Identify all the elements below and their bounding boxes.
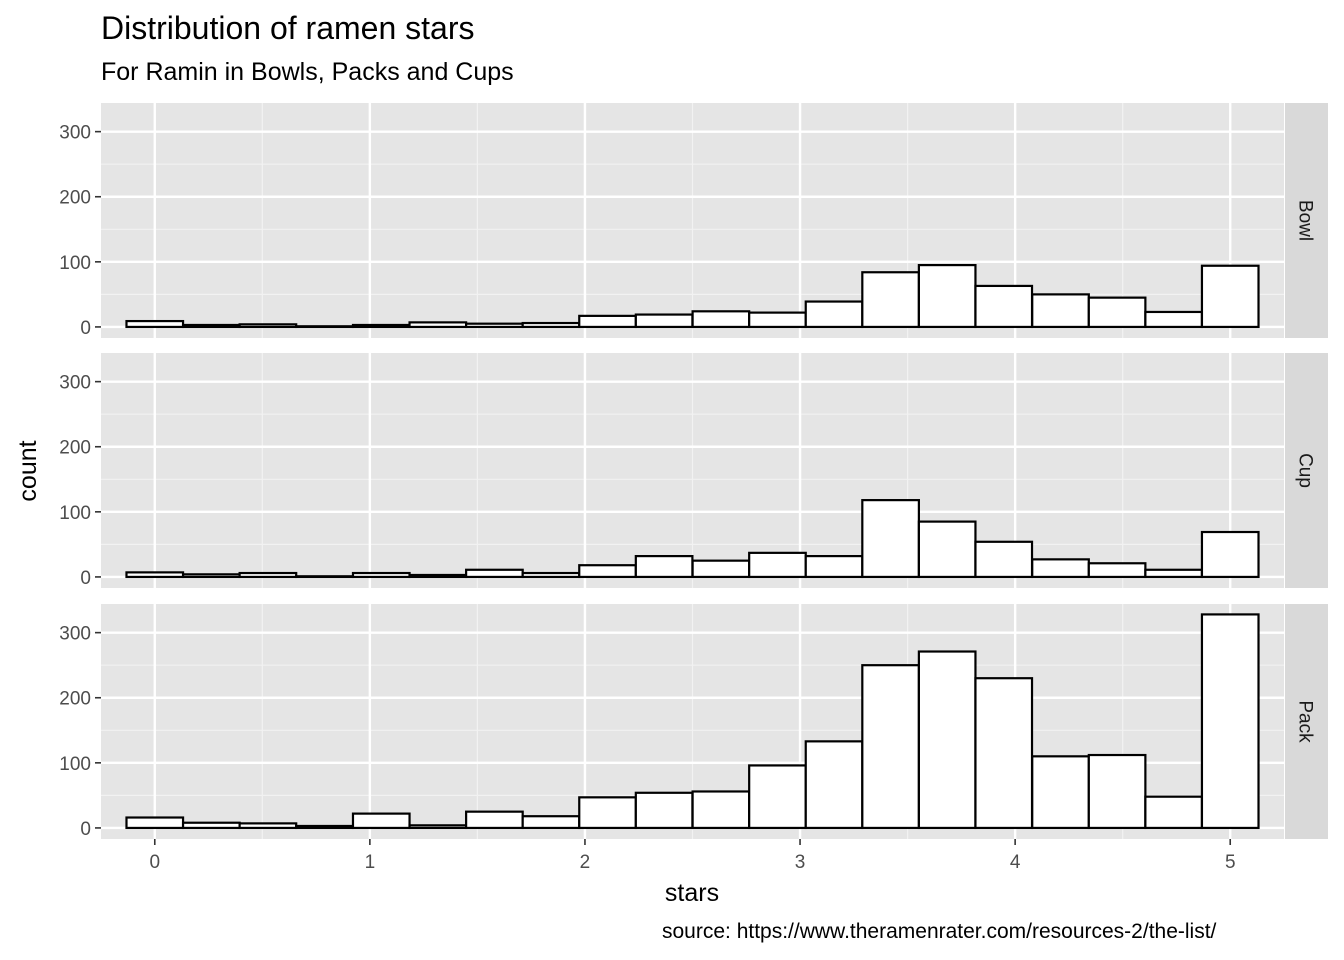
histogram-bar [861, 499, 920, 579]
facet-strip [1285, 353, 1328, 588]
y-axis-label: count [14, 440, 42, 501]
histogram-bar [295, 575, 354, 579]
histogram-bar [804, 300, 864, 329]
histogram-bar [634, 313, 694, 329]
histogram-bar [748, 311, 807, 329]
x-tick-label: 1 [365, 852, 376, 873]
histogram-bar [1031, 558, 1090, 579]
chart-subtitle: For Ramin in Bowls, Packs and Cups [101, 58, 514, 86]
histogram-bar [125, 319, 185, 329]
histogram-bar [974, 540, 1034, 579]
y-tick-label: 0 [80, 819, 91, 840]
histogram-bar [465, 322, 524, 329]
histogram-bar [1144, 310, 1204, 329]
histogram-bar [974, 677, 1034, 830]
facet-strip [1285, 103, 1328, 338]
histogram-bar [804, 555, 864, 579]
histogram-bar [861, 664, 920, 830]
histogram-bar [238, 571, 298, 579]
histogram-bar [691, 790, 751, 830]
histogram-bar [181, 821, 241, 830]
histogram-bar [1031, 755, 1090, 830]
histogram-bar [691, 559, 751, 579]
histogram-bar [238, 822, 298, 830]
histogram-bar [181, 323, 241, 329]
x-tick-label: 2 [580, 852, 591, 873]
histogram-bar [521, 571, 581, 579]
histogram-bar [804, 740, 864, 830]
x-axis-label: stars [665, 879, 719, 907]
histogram-bar [1031, 293, 1090, 329]
histogram-bar [1087, 753, 1147, 830]
histogram-bar [748, 551, 807, 579]
y-tick-label: 100 [59, 754, 91, 775]
histogram-bar [465, 568, 524, 579]
x-tick-label: 5 [1225, 852, 1236, 873]
facet-panel-bowl: 0 100 200 300 Bowl [59, 103, 1328, 339]
histogram-bar [351, 571, 411, 579]
facet-strip-label: Cup [1295, 453, 1316, 488]
histogram-bar [125, 571, 185, 579]
y-tick-label: 300 [59, 123, 91, 144]
y-tick-label: 300 [59, 624, 91, 645]
histogram-bar [521, 321, 581, 329]
histogram-bar [1087, 562, 1147, 579]
y-tick-label: 200 [59, 689, 91, 710]
y-tick-label: 300 [59, 373, 91, 394]
histogram-bar [181, 573, 241, 579]
y-tick-label: 200 [59, 188, 91, 209]
x-tick-label: 0 [149, 852, 160, 873]
histogram-bar [1144, 568, 1204, 579]
facet-strip [1285, 604, 1328, 839]
y-tick-label: 0 [80, 568, 91, 589]
histogram-bar [861, 271, 920, 329]
histogram-bar [578, 564, 637, 579]
histogram-bar [1200, 613, 1260, 830]
histogram-bar [1200, 530, 1260, 579]
histogram-bar [465, 810, 524, 830]
source-caption: source: https://www.theramenrater.com/re… [662, 920, 1217, 943]
histogram-bar [408, 573, 468, 579]
facet-strip-label: Pack [1295, 700, 1316, 743]
histogram-bar [125, 816, 185, 830]
y-tick-label: 200 [59, 438, 91, 459]
histogram-bar [917, 520, 977, 579]
histogram-bar [351, 323, 411, 329]
y-tick-label: 100 [59, 503, 91, 524]
facet-panel-cup: 0 100 200 300 Cup [59, 353, 1328, 589]
histogram-bar [578, 314, 637, 329]
histogram-bar [1087, 296, 1147, 329]
histogram-bar [351, 812, 411, 830]
chart-title: Distribution of ramen stars [101, 10, 475, 46]
histogram-bar [748, 764, 807, 830]
histogram-bar [634, 791, 694, 830]
facet-strip-label: Bowl [1295, 200, 1316, 241]
histogram-bar [408, 824, 468, 830]
histogram-bar [521, 815, 581, 830]
histogram-bar [295, 325, 354, 329]
histogram-bar [408, 321, 468, 329]
histogram-bar [295, 824, 354, 830]
histogram-bar [917, 650, 977, 830]
x-tick-label: 3 [795, 852, 806, 873]
x-tick-label: 4 [1010, 852, 1021, 873]
facet-panel-pack: 0 100 200 300 Pack 0 1 2 3 4 5 [59, 604, 1328, 873]
histogram-bar [917, 263, 977, 329]
histogram-bar [691, 310, 751, 329]
histogram-bar [974, 284, 1034, 329]
y-tick-label: 0 [80, 318, 91, 339]
histogram-bar [1144, 795, 1204, 830]
histogram-bar [634, 555, 694, 579]
histogram-bar [238, 323, 298, 329]
y-tick-label: 100 [59, 253, 91, 274]
histogram-bar [578, 796, 637, 830]
histogram-bar [1200, 264, 1260, 329]
